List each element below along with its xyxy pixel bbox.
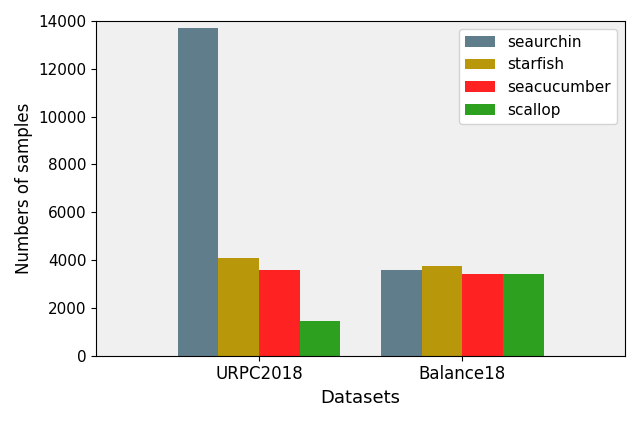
Bar xyxy=(300,321,340,356)
Bar xyxy=(503,274,543,356)
Bar xyxy=(178,28,218,356)
Bar xyxy=(381,270,422,356)
Y-axis label: Numbers of samples: Numbers of samples xyxy=(15,103,33,274)
X-axis label: Datasets: Datasets xyxy=(321,389,401,407)
Bar xyxy=(422,266,462,356)
Bar xyxy=(259,270,300,356)
Bar xyxy=(462,274,503,356)
Bar xyxy=(218,258,259,356)
Legend: seaurchin, starfish, seacucumber, scallop: seaurchin, starfish, seacucumber, scallo… xyxy=(459,29,618,124)
